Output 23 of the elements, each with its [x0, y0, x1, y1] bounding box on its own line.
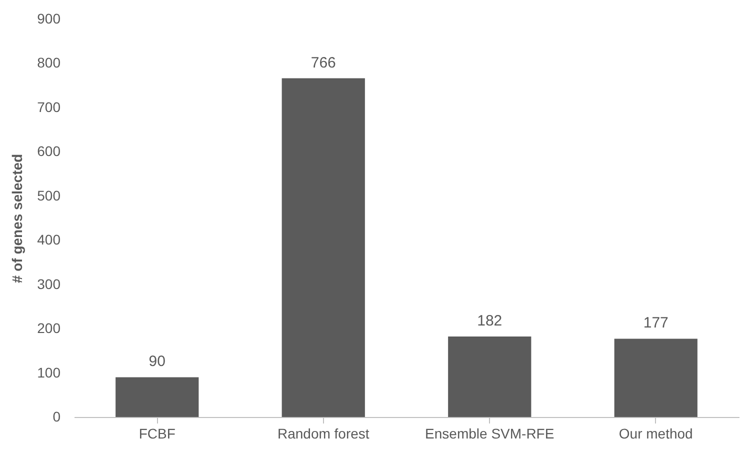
y-tick-label: 900	[37, 10, 61, 26]
x-tick-label: Our method	[618, 426, 693, 442]
data-label: 766	[310, 54, 336, 72]
bar	[448, 336, 532, 417]
y-tick-label: 800	[37, 54, 61, 71]
y-tick-label: 200	[37, 320, 61, 336]
y-axis-title: # of genes selected	[9, 154, 26, 284]
y-tick-label: 600	[37, 143, 61, 160]
x-tick-label: FCBF	[138, 426, 176, 442]
data-label: 182	[477, 312, 502, 330]
y-tick-label: 300	[37, 276, 61, 292]
bar	[116, 377, 199, 417]
y-tick-label: 400	[37, 232, 61, 248]
x-tick-label: Random forest	[277, 426, 370, 442]
y-tick-label: 500	[37, 187, 61, 204]
bar	[614, 338, 698, 417]
data-label: 177	[643, 314, 668, 332]
y-tick-label: 0	[52, 408, 61, 424]
y-tick-label: 700	[37, 98, 61, 115]
bar	[282, 78, 365, 417]
y-tick-label: 100	[37, 364, 61, 380]
x-tick-label: Ensemble SVM-RFE	[425, 426, 554, 442]
data-label: 90	[148, 353, 166, 370]
